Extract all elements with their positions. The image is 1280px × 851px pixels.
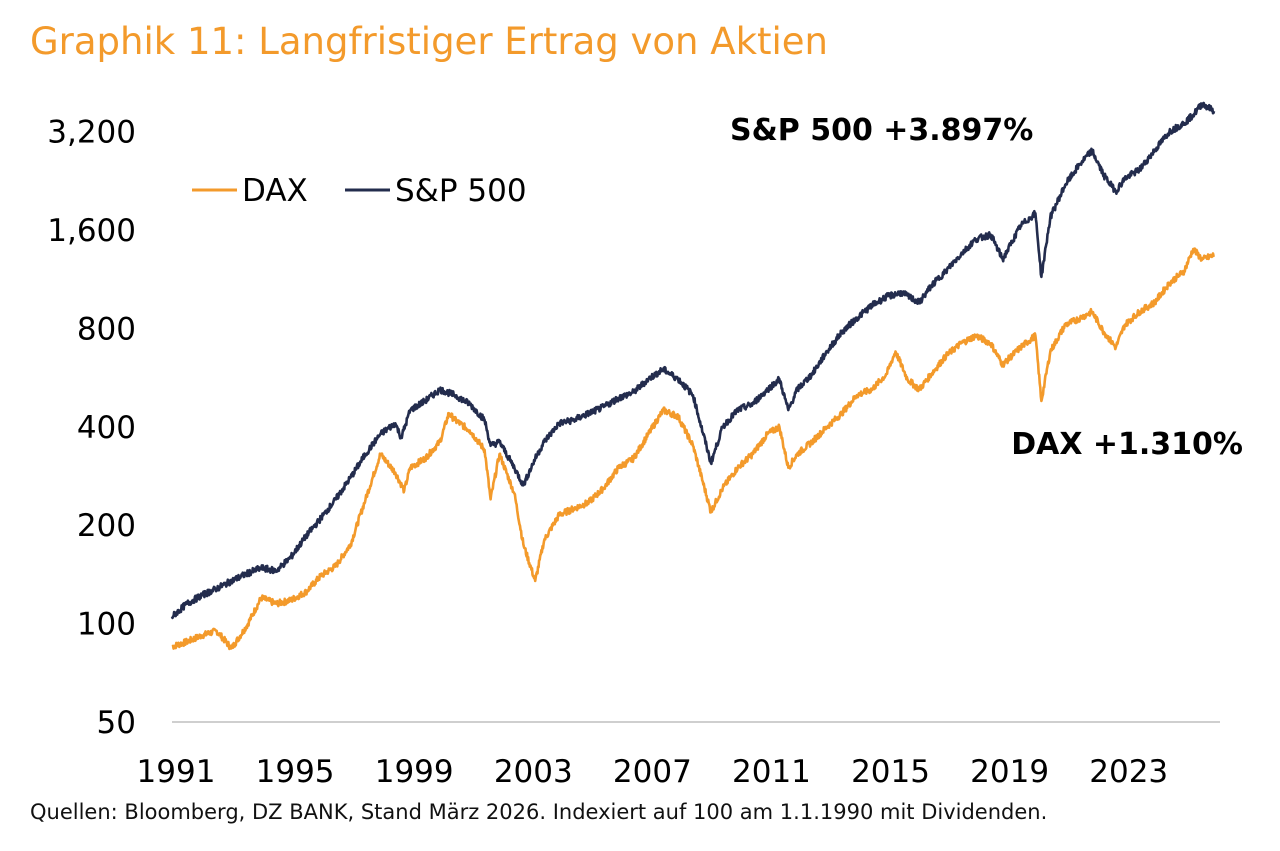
x-tick-label: 1999 <box>375 754 454 790</box>
x-tick-label: 2007 <box>613 754 692 790</box>
y-tick-label: 100 <box>77 607 136 643</box>
annotation-sp500: S&P 500 +3.897% <box>730 113 1033 148</box>
dax-series-line <box>171 247 1216 651</box>
sp500-series-line <box>170 101 1216 620</box>
x-tick-label: 1995 <box>256 754 335 790</box>
x-tick-label: 1991 <box>137 754 216 790</box>
y-tick-label: 3,200 <box>47 115 136 151</box>
legend-label-sp500: S&P 500 <box>395 173 527 209</box>
x-tick-label: 2023 <box>1089 754 1168 790</box>
legend-label-dax: DAX <box>242 173 308 209</box>
y-tick-label: 800 <box>77 311 136 347</box>
y-tick-label: 400 <box>77 410 136 446</box>
x-tick-label: 2015 <box>851 754 930 790</box>
chart-title: Graphik 11: Langfristiger Ertrag von Akt… <box>30 20 829 63</box>
y-tick-label: 1,600 <box>47 213 136 249</box>
y-tick-label: 50 <box>97 705 136 741</box>
x-tick-label: 2011 <box>732 754 811 790</box>
y-tick-label: 200 <box>77 508 136 544</box>
source-note: Quellen: Bloomberg, DZ BANK, Stand März … <box>30 800 1048 824</box>
x-tick-label: 2019 <box>970 754 1049 790</box>
x-tick-label: 2003 <box>494 754 573 790</box>
annotation-dax: DAX +1.310% <box>1011 427 1243 462</box>
